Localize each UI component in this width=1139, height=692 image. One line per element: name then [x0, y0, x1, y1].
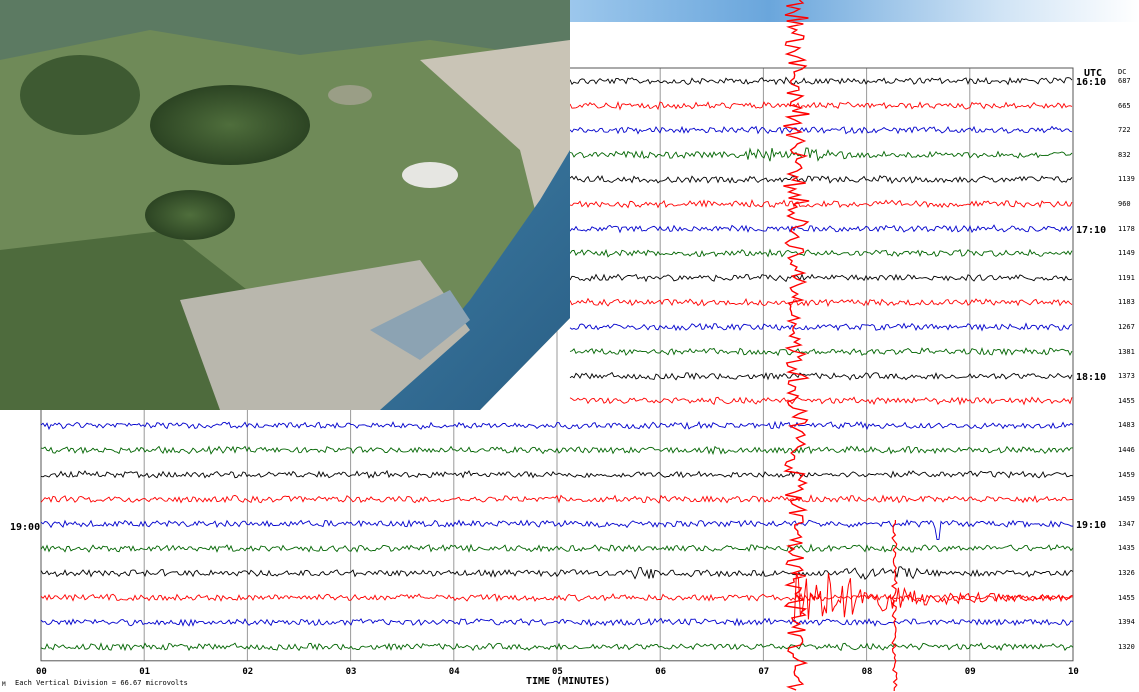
right-time-label: 19:10 — [1076, 519, 1107, 531]
x-tick-label: 08 — [861, 667, 873, 677]
x-tick-label: 09 — [964, 667, 976, 677]
dc-value: 1381 — [1118, 347, 1135, 356]
corner-mark: M — [2, 681, 6, 688]
earthquake-coda — [793, 572, 1073, 620]
dc-value: 1435 — [1118, 544, 1135, 553]
x-tick-label: 06 — [655, 667, 667, 677]
trace-14 — [40, 420, 1074, 431]
dc-value: 1139 — [1118, 175, 1135, 184]
trace-3 — [569, 147, 1073, 162]
x-tick-label: 02 — [242, 667, 254, 677]
trace-19 — [40, 543, 1074, 553]
trace-1 — [569, 100, 1073, 111]
dc-value: 665 — [1118, 101, 1131, 110]
right-time-label: 17:10 — [1076, 224, 1107, 236]
trace-11 — [569, 346, 1073, 357]
trace-6 — [569, 224, 1073, 234]
x-tick-label: 00 — [36, 667, 47, 677]
trace-5 — [569, 199, 1073, 209]
dc-value: 1455 — [1118, 396, 1135, 405]
dc-value: 1459 — [1118, 495, 1135, 504]
earthquake-secondary-spike — [890, 520, 898, 692]
dc-value: 1347 — [1118, 519, 1135, 528]
trace-7 — [569, 248, 1073, 258]
trace-2 — [569, 125, 1073, 135]
dc-value: 1483 — [1118, 421, 1135, 430]
dc-value: 1446 — [1118, 446, 1135, 454]
dc-value: 1459 — [1118, 470, 1135, 479]
dc-value: 1267 — [1118, 323, 1135, 331]
utc-header: UTC — [1084, 68, 1103, 79]
trace-10 — [569, 322, 1073, 332]
trace-4 — [569, 174, 1073, 185]
x-tick-label: 01 — [139, 667, 151, 677]
dc-header: DC — [1118, 68, 1127, 76]
dc-value: 1183 — [1118, 298, 1135, 307]
trace-8 — [569, 273, 1073, 283]
dc-value: 1149 — [1118, 249, 1135, 258]
trace-15 — [40, 445, 1073, 456]
earthquake-signal — [783, 0, 1073, 692]
trace-13 — [569, 396, 1073, 406]
trace-23 — [40, 642, 1074, 652]
dc-value: 1191 — [1118, 273, 1135, 282]
x-axis-title: TIME (MINUTES) — [526, 676, 611, 687]
right-time-label: 16:10 — [1076, 77, 1107, 88]
earthquake-main-wave — [783, 0, 810, 691]
x-tick-label: 03 — [345, 667, 357, 677]
trace-9 — [569, 297, 1073, 308]
trace-0 — [569, 76, 1073, 86]
x-tick-label: 04 — [448, 667, 460, 677]
dc-value: 687 — [1118, 77, 1131, 85]
dc-value: 1178 — [1118, 224, 1135, 233]
trace-16 — [40, 469, 1074, 479]
dc-value: 832 — [1118, 150, 1131, 159]
header-banner — [570, 0, 1139, 22]
dc-value: 1326 — [1118, 569, 1135, 577]
x-tick-label: 10 — [1068, 667, 1079, 677]
trace-20 — [40, 566, 1074, 580]
trace-12 — [569, 371, 1073, 381]
x-tick-label: 07 — [758, 667, 770, 677]
trace-21 — [40, 592, 1074, 603]
dc-value: 1320 — [1118, 642, 1135, 651]
x-tick-label: 05 — [552, 667, 563, 677]
left-time-label: 19:00 — [10, 521, 41, 533]
right-time-label: 18:10 — [1076, 372, 1107, 384]
trace-18 — [40, 519, 1074, 540]
dc-value: 1455 — [1118, 593, 1135, 602]
dc-value: 722 — [1118, 126, 1131, 135]
vertical-division-note: Each Vertical Division = 66.67 microvolt… — [15, 679, 188, 687]
trace-17 — [40, 494, 1074, 504]
seismic-traces — [40, 76, 1074, 652]
trace-22 — [40, 617, 1074, 627]
dc-value: 960 — [1118, 200, 1131, 208]
dc-value: 1394 — [1118, 618, 1135, 627]
dc-value: 1373 — [1118, 372, 1135, 381]
aerial-photo — [0, 0, 570, 410]
